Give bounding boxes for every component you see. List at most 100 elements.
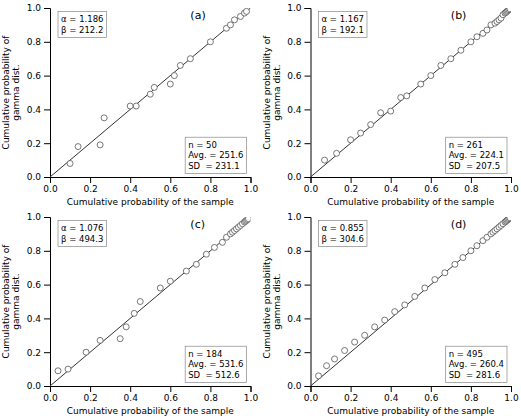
y-tick: 0.8 xyxy=(27,37,50,47)
annotation-text: n = 184Avg. = 531.6SD = 512.6 xyxy=(188,349,243,379)
x-tick-mark xyxy=(251,177,252,183)
point xyxy=(137,299,143,305)
y-tick-mark xyxy=(305,8,311,9)
annotation-line: Avg. = 531.6 xyxy=(188,359,243,369)
panel-label: (d) xyxy=(451,218,467,231)
point xyxy=(458,47,464,53)
points xyxy=(316,217,511,379)
x-tick: 0.4 xyxy=(124,386,139,403)
point xyxy=(227,22,233,28)
y-tick: 0.0 xyxy=(287,172,310,182)
y-tick-label: 0.6 xyxy=(27,280,42,290)
point xyxy=(507,217,511,221)
point xyxy=(131,310,137,316)
point xyxy=(362,332,368,338)
x-axis: 0.00.20.40.60.81.0 xyxy=(304,177,519,194)
x-axis-line xyxy=(311,387,512,393)
y-tick: 0.2 xyxy=(27,348,50,358)
annotation: n = 184Avg. = 531.6SD = 512.6 xyxy=(185,346,246,382)
y-tick: 0.0 xyxy=(27,381,50,391)
lines xyxy=(50,217,251,386)
y-tick-label: 0.8 xyxy=(287,37,302,47)
reference-line xyxy=(311,8,512,177)
y-tick: 1.0 xyxy=(27,212,50,222)
annotation-text: n = 261Avg. = 224.1SD = 207.5 xyxy=(449,140,504,170)
point xyxy=(83,349,89,355)
y-axis-title: Cumulative probability ofgamma dist. xyxy=(1,35,21,150)
annotation-line: β = 494.3 xyxy=(61,234,103,244)
points xyxy=(322,8,511,163)
reference-line xyxy=(50,8,251,177)
y-tick-label: 0.6 xyxy=(27,71,42,81)
annotation-text: n = 50Avg. = 251.6SD = 231.1 xyxy=(188,140,243,170)
annotation: n = 50Avg. = 251.6SD = 231.1 xyxy=(185,137,246,173)
x-axis: 0.00.20.40.60.81.0 xyxy=(304,386,519,403)
annotation-line: n = 50 xyxy=(188,140,217,150)
y-tick-mark xyxy=(305,251,311,252)
y-tick: 0.4 xyxy=(27,105,50,115)
annotation-line: SD = 512.6 xyxy=(188,370,240,380)
annotation: n = 261Avg. = 224.1SD = 207.5 xyxy=(446,137,507,173)
x-tick-mark xyxy=(431,386,432,392)
annotation-line: α = 1.186 xyxy=(61,14,103,24)
point xyxy=(468,248,474,254)
y-tick-label: 0.2 xyxy=(27,348,41,358)
point xyxy=(157,285,163,291)
annotation-box xyxy=(446,346,507,382)
x-tick-label: 0.4 xyxy=(384,393,399,403)
point xyxy=(117,336,123,342)
y-tick-label: 0.8 xyxy=(287,246,302,256)
y-tick-label: 0.2 xyxy=(287,139,301,149)
point xyxy=(438,62,444,68)
annotation-text: α = 1.076β = 494.3 xyxy=(61,223,103,243)
annotation-box xyxy=(319,220,367,246)
annotation-line: Avg. = 224.1 xyxy=(449,150,504,160)
x-tick-label: 1.0 xyxy=(244,393,259,403)
point xyxy=(398,95,404,101)
y-axis: 0.0 0.2 0.4 0.6 0.8 1.0 xyxy=(27,212,51,391)
y-tick: 0.6 xyxy=(27,280,50,290)
reference-line xyxy=(311,217,512,386)
x-tick-label: 0.8 xyxy=(464,184,479,194)
y-tick: 0.2 xyxy=(287,348,310,358)
x-tick-label: 0.4 xyxy=(124,184,139,194)
x-tick: 0.0 xyxy=(304,386,319,403)
x-tick-label: 0.0 xyxy=(304,393,319,403)
point xyxy=(243,8,249,14)
annotation-line: β = 304.6 xyxy=(322,234,364,244)
point xyxy=(402,302,408,308)
y-tick: 0.8 xyxy=(27,246,50,256)
x-tick-label: 0.6 xyxy=(424,393,439,403)
panel-label: (a) xyxy=(190,9,205,22)
x-tick-label: 0.8 xyxy=(204,184,219,194)
annotation-line: Avg. = 260.4 xyxy=(449,359,504,369)
point xyxy=(65,366,71,372)
point xyxy=(322,157,328,163)
annotation-line: SD = 281.6 xyxy=(449,370,501,380)
annotation-line: Avg. = 251.6 xyxy=(188,150,243,160)
x-axis: 0.00.20.40.60.81.0 xyxy=(43,386,258,403)
point xyxy=(97,337,103,343)
x-tick-mark xyxy=(351,386,352,392)
x-tick: 0.8 xyxy=(204,177,219,194)
x-tick-mark xyxy=(170,177,171,183)
x-tick-label: 0.0 xyxy=(43,393,58,403)
point xyxy=(167,81,173,87)
y-tick-label: 0.4 xyxy=(287,314,302,324)
point xyxy=(316,373,322,379)
point xyxy=(452,261,458,267)
annotation-line: n = 184 xyxy=(188,349,222,359)
y-tick-label: 0.2 xyxy=(287,348,301,358)
point xyxy=(55,368,61,374)
annotation-box xyxy=(319,11,367,37)
x-tick-label: 0.2 xyxy=(344,184,358,194)
y-tick-label: 0.4 xyxy=(27,314,42,324)
point xyxy=(231,17,237,23)
point xyxy=(474,34,480,40)
panel: 0.00.20.40.60.81.00.00.20.40.60.81.0Cumu… xyxy=(1,3,258,207)
x-tick-mark xyxy=(130,177,131,183)
annotation-line: n = 495 xyxy=(449,349,483,359)
y-tick: 0.4 xyxy=(287,105,310,115)
point xyxy=(404,93,410,99)
x-tick-label: 0.2 xyxy=(83,393,97,403)
